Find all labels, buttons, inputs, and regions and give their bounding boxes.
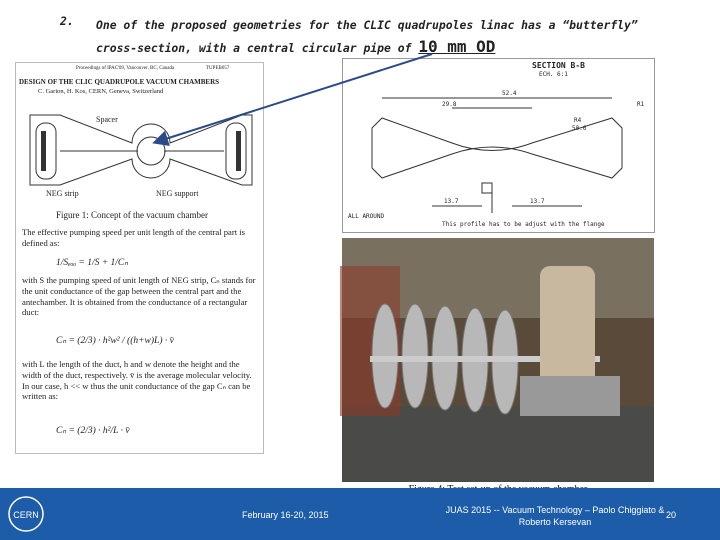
paper-code: TUPEB057 [206,66,230,71]
paper-excerpt: Proceedings of IPAC'09, Vancouver, BC, C… [15,62,264,454]
logo: CERN [8,496,44,532]
diagram-label: NEG strip [46,189,79,198]
footer-date: February 16-20, 2015 [242,510,329,520]
dimension: R1 [637,101,645,108]
dimension: R4 [574,117,582,124]
drawing-note: This profile has to be adjust with the f… [442,221,605,228]
formula: 1/Sₑₒₒ = 1/S + 1/Cₙ [56,258,129,268]
dimension: 13.7 [444,198,459,205]
figure-caption: Figure 1: Concept of the vacuum chamber [56,210,208,220]
drawing-scale: ECH. 6:1 [539,71,568,78]
dimension: 13.7 [530,198,545,205]
footer-event: JUAS 2015 -- Vacuum Technology – Paolo C… [445,505,665,527]
drawing-note: ALL AROUND [348,213,385,220]
formula: Cₙ = (2/3) · h²w² / ((h+w)L) · v̄ [56,336,174,346]
footer: CERN February 16-20, 2015 JUAS 2015 -- V… [0,488,720,540]
item-number: 2. [60,14,74,28]
highlight: 10 mm OD [418,37,496,56]
paragraph: The effective pumping speed per unit len… [22,227,245,248]
paper-title: DESIGN OF THE CLIC QUADRUPOLE VACUUM CHA… [19,78,220,86]
dimension: 29.8 [442,101,457,108]
dimension: 50.6 [572,125,587,132]
drawing-title: SECTION B-B [532,61,585,70]
paragraph: with S the pumping speed of unit length … [22,275,256,318]
logo-text: CERN [13,510,39,520]
page-number: 20 [666,510,677,520]
paper-header: Proceedings of IPAC'09, Vancouver, BC, C… [76,66,175,71]
formula: Cₙ = (2/3) · h²/L · v̄ [56,426,130,436]
technical-drawing: SECTION B-B ECH. 6:1 52.4 29.8 R1 50.6 R… [342,58,655,233]
paragraph: with L the length of the duct, h and w d… [22,359,252,402]
paper-authors: C. Garion, H. Kos, CERN, Geneva, Switzer… [38,88,164,95]
test-setup-photo: Figure 4: Test set-up of the vacuum cham… [340,236,656,498]
diagram-label: NEG support [156,189,199,198]
text: One of the proposed geometries for the C… [96,18,638,55]
item-text: One of the proposed geometries for the C… [96,14,676,59]
dimension: 52.4 [502,90,517,97]
diagram-label: Spacer [96,115,118,124]
